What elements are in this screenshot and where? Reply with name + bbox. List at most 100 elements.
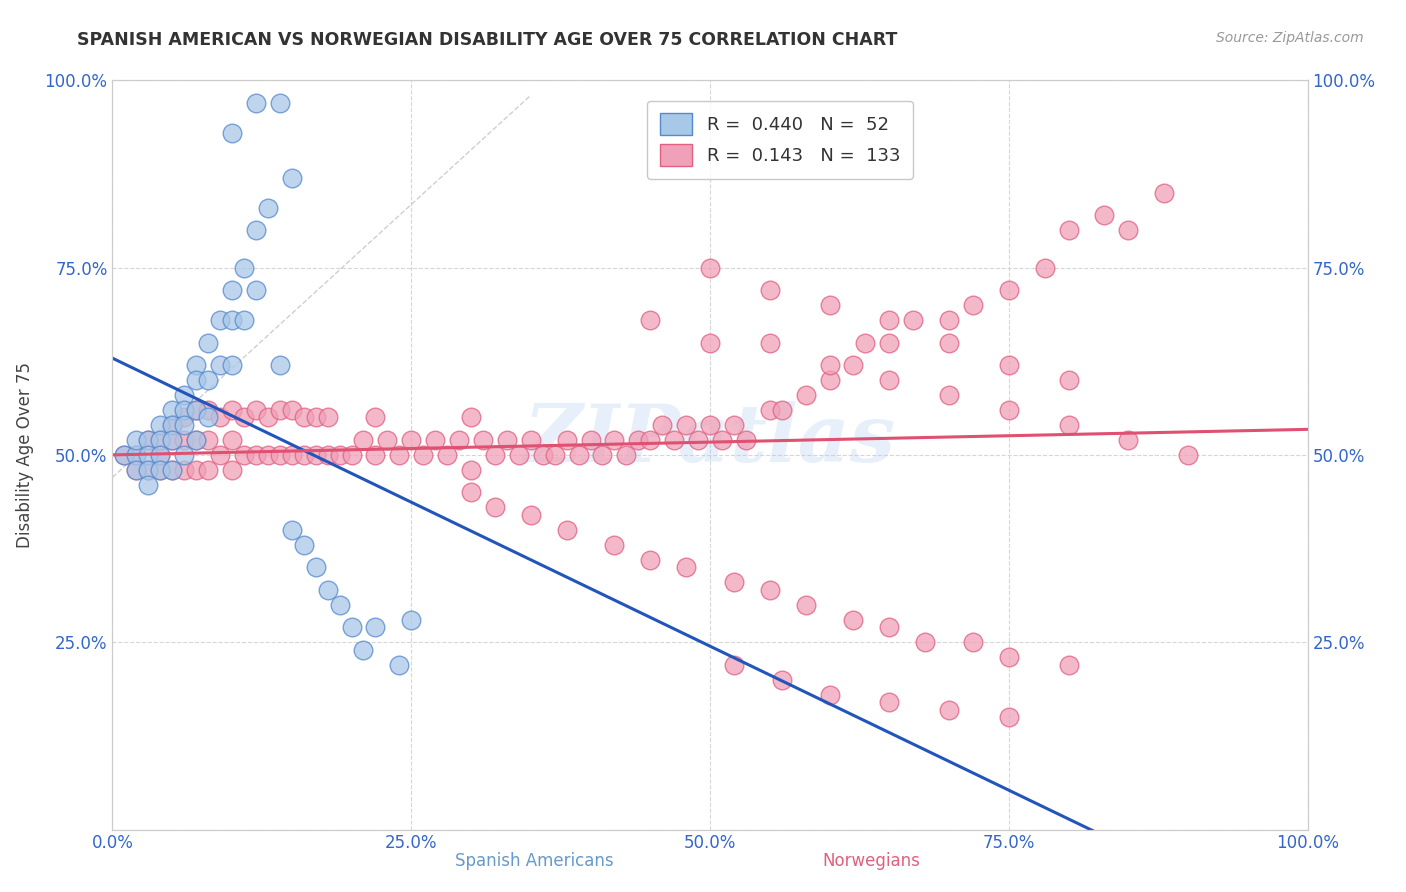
Point <box>173 388 195 402</box>
Point <box>149 448 172 462</box>
Point <box>221 403 243 417</box>
Point <box>149 417 172 432</box>
Point <box>186 403 208 417</box>
Point <box>329 448 352 462</box>
Point <box>162 463 183 477</box>
Point <box>186 373 208 387</box>
Point <box>197 335 219 350</box>
Point <box>138 463 160 477</box>
Point <box>735 433 758 447</box>
Point <box>305 410 328 425</box>
Point <box>675 417 697 432</box>
Point <box>1177 448 1199 462</box>
Point <box>340 448 363 462</box>
Point <box>592 448 614 462</box>
Point <box>125 463 148 477</box>
Point <box>770 673 793 687</box>
Point <box>281 448 304 462</box>
Point <box>138 433 160 447</box>
Point <box>998 650 1021 665</box>
Point <box>209 358 232 372</box>
Point <box>879 313 901 327</box>
Point <box>352 642 374 657</box>
Point <box>125 433 148 447</box>
Point <box>425 433 447 447</box>
Point <box>305 448 328 462</box>
Point <box>162 433 183 447</box>
Point <box>879 335 901 350</box>
Point <box>257 410 280 425</box>
Point <box>472 433 495 447</box>
Point <box>460 485 482 500</box>
Point <box>520 433 543 447</box>
Point <box>233 313 256 327</box>
Point <box>209 448 232 462</box>
Point <box>281 170 304 185</box>
Point <box>675 560 697 574</box>
Point <box>221 358 243 372</box>
Point <box>149 463 172 477</box>
Point <box>842 358 865 372</box>
Point <box>281 403 304 417</box>
Point <box>269 403 291 417</box>
Point <box>401 433 423 447</box>
Point <box>818 373 841 387</box>
Point <box>1094 208 1116 222</box>
Point <box>364 410 387 425</box>
Text: Source: ZipAtlas.com: Source: ZipAtlas.com <box>1216 31 1364 45</box>
Point <box>269 95 291 110</box>
Point <box>233 410 256 425</box>
Point <box>460 463 482 477</box>
Point <box>257 448 280 462</box>
Point <box>114 448 135 462</box>
Point <box>281 523 304 537</box>
Point <box>938 703 960 717</box>
Point <box>149 448 172 462</box>
Point <box>329 598 352 612</box>
Point <box>221 433 243 447</box>
Point <box>938 388 960 402</box>
Point <box>447 433 470 447</box>
Point <box>1118 433 1140 447</box>
Point <box>292 448 315 462</box>
Point <box>292 538 315 552</box>
Point <box>316 448 339 462</box>
Point <box>842 613 865 627</box>
Point <box>1153 186 1175 200</box>
Legend: R =  0.440   N =  52, R =  0.143   N =  133: R = 0.440 N = 52, R = 0.143 N = 133 <box>647 101 912 179</box>
Point <box>197 403 219 417</box>
Point <box>149 433 172 447</box>
Text: ZIPatlas: ZIPatlas <box>524 401 896 479</box>
Point <box>186 433 208 447</box>
Point <box>412 448 434 462</box>
Point <box>364 448 387 462</box>
Point <box>125 463 148 477</box>
Point <box>555 523 578 537</box>
Point <box>723 575 745 590</box>
Point <box>125 448 148 462</box>
Point <box>794 388 817 402</box>
Point <box>759 403 782 417</box>
Text: Norwegians: Norwegians <box>823 852 921 870</box>
Point <box>603 538 626 552</box>
Point <box>269 448 291 462</box>
Point <box>1057 373 1080 387</box>
Point <box>818 298 841 312</box>
Point <box>484 448 506 462</box>
Point <box>162 463 183 477</box>
Point <box>149 463 172 477</box>
Point <box>162 433 183 447</box>
Point <box>818 688 841 702</box>
Point <box>162 403 183 417</box>
Point <box>436 448 458 462</box>
Point <box>173 410 195 425</box>
Point <box>699 260 721 275</box>
Point <box>879 620 901 634</box>
Point <box>173 417 195 432</box>
Point <box>352 433 374 447</box>
Point <box>316 582 339 597</box>
Point <box>794 598 817 612</box>
Point <box>138 433 160 447</box>
Point <box>460 410 482 425</box>
Point <box>688 433 710 447</box>
